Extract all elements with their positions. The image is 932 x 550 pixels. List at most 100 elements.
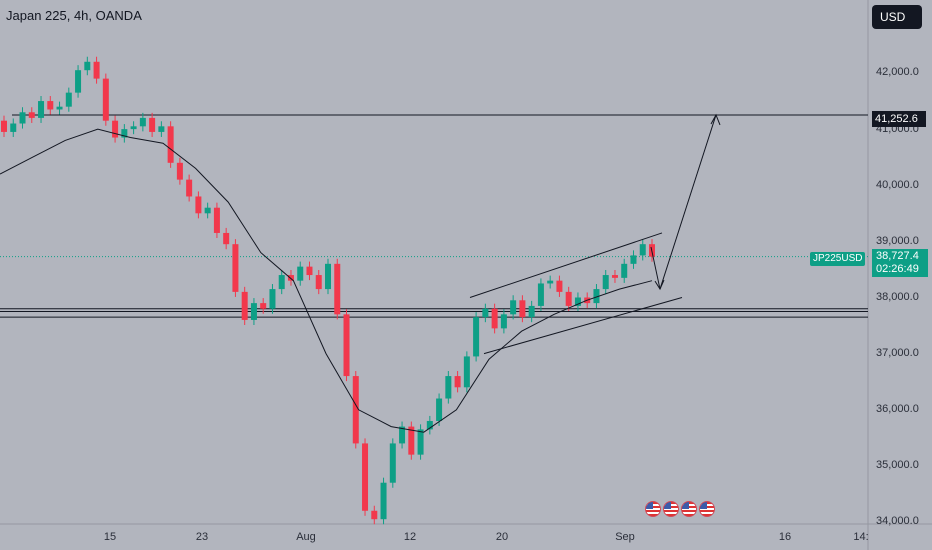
bullish-candle bbox=[250, 303, 257, 320]
bullish-candle bbox=[65, 92, 72, 107]
economic-events bbox=[645, 501, 715, 517]
x-tick-label: 12 bbox=[403, 531, 417, 543]
bullish-candle bbox=[130, 126, 137, 130]
bar-countdown: 02:26:49 bbox=[876, 263, 919, 275]
bearish-candle bbox=[352, 376, 359, 444]
us-flag-icon[interactable] bbox=[681, 501, 697, 517]
bullish-candle bbox=[630, 255, 637, 264]
bullish-candle bbox=[389, 443, 396, 483]
bearish-candle bbox=[167, 126, 174, 163]
us-flag-icon[interactable] bbox=[699, 501, 715, 517]
symbol-tag: JP225USD bbox=[810, 252, 866, 266]
bullish-candle bbox=[325, 263, 331, 290]
bullish-candle bbox=[602, 275, 609, 290]
bullish-candle bbox=[75, 70, 82, 93]
bullish-candle bbox=[84, 61, 91, 71]
projection-arrow-down bbox=[650, 246, 661, 290]
currency-button[interactable]: USD bbox=[872, 5, 922, 29]
bullish-candle bbox=[139, 117, 146, 127]
bullish-candle bbox=[510, 300, 517, 315]
bullish-candle bbox=[269, 289, 276, 309]
bearish-candle bbox=[186, 179, 193, 197]
x-tick-label: 20 bbox=[495, 531, 509, 543]
bearish-candle bbox=[213, 207, 220, 233]
bearish-candle bbox=[93, 61, 100, 79]
bullish-candle bbox=[500, 314, 507, 329]
bearish-candle bbox=[315, 275, 322, 290]
x-tick-label: 14: bbox=[853, 531, 869, 543]
moving-average-line bbox=[0, 128, 653, 433]
bearish-candle bbox=[176, 162, 183, 180]
last-price-tag: 38,727.4 02:26:49 bbox=[872, 249, 928, 277]
x-tick-label: Aug bbox=[296, 531, 316, 543]
bearish-candle bbox=[28, 112, 35, 118]
bearish-candle bbox=[611, 275, 618, 278]
bullish-candle bbox=[278, 275, 285, 290]
bullish-candle bbox=[399, 426, 406, 444]
bearish-candle bbox=[343, 314, 350, 377]
bearish-candle bbox=[1, 120, 7, 132]
bearish-candle bbox=[491, 308, 498, 329]
bullish-candle bbox=[463, 356, 470, 388]
bearish-candle bbox=[102, 78, 109, 121]
bearish-candle bbox=[223, 232, 230, 245]
x-tick-label: Sep bbox=[615, 531, 635, 543]
channel-lower-line bbox=[483, 297, 683, 355]
y-tick-label: 39,000.0 bbox=[876, 235, 919, 247]
y-tick-label: 35,000.0 bbox=[876, 459, 919, 471]
bullish-candle bbox=[639, 244, 646, 256]
bullish-candle bbox=[19, 112, 26, 124]
bullish-candle bbox=[473, 317, 480, 357]
bearish-candle bbox=[306, 266, 313, 276]
projection-arrow-up bbox=[659, 114, 717, 290]
bullish-candle bbox=[445, 376, 452, 399]
bearish-candle bbox=[519, 300, 526, 318]
channel-upper-line bbox=[469, 232, 663, 298]
bullish-candle bbox=[528, 305, 535, 318]
bearish-candle bbox=[241, 291, 248, 320]
bullish-candle bbox=[574, 297, 581, 306]
chart-title: Japan 225, 4h, OANDA bbox=[6, 8, 142, 23]
bullish-candle bbox=[121, 129, 128, 138]
y-tick-label: 38,000.0 bbox=[876, 291, 919, 303]
bearish-candle bbox=[149, 117, 156, 132]
bullish-candle bbox=[297, 266, 304, 281]
bullish-candle bbox=[158, 126, 165, 132]
bearish-candle bbox=[362, 443, 369, 511]
y-tick-label: 34,000.0 bbox=[876, 515, 919, 527]
bearish-candle bbox=[47, 101, 54, 110]
y-tick-label: 40,000.0 bbox=[876, 179, 919, 191]
bearish-candle bbox=[371, 510, 378, 520]
bullish-candle bbox=[38, 101, 45, 118]
bearish-candle bbox=[454, 376, 461, 388]
bullish-candle bbox=[204, 207, 211, 214]
y-tick-label: 36,000.0 bbox=[876, 403, 919, 415]
bearish-candle bbox=[408, 426, 415, 455]
target-price-tag: 41,252.6 bbox=[872, 111, 926, 127]
x-tick-label: 23 bbox=[195, 531, 209, 543]
bullish-candle bbox=[593, 289, 600, 304]
us-flag-icon[interactable] bbox=[663, 501, 679, 517]
bullish-candle bbox=[380, 482, 387, 520]
bearish-candle bbox=[232, 244, 239, 292]
bearish-candle bbox=[287, 275, 294, 281]
bullish-candle bbox=[482, 308, 489, 318]
bearish-candle bbox=[195, 196, 202, 214]
bearish-candle bbox=[556, 280, 563, 292]
us-flag-icon[interactable] bbox=[645, 501, 661, 517]
x-tick-label: 16 bbox=[778, 531, 792, 543]
bullish-candle bbox=[537, 283, 544, 306]
arrowhead-icon bbox=[710, 113, 721, 126]
x-tick-label: 15 bbox=[103, 531, 117, 543]
bearish-candle bbox=[334, 263, 341, 315]
bullish-candle bbox=[426, 420, 433, 430]
bearish-candle bbox=[112, 120, 119, 138]
y-tick-label: 42,000.0 bbox=[876, 66, 919, 78]
bullish-candle bbox=[621, 263, 628, 278]
bullish-candle bbox=[56, 106, 63, 110]
bullish-candle bbox=[547, 280, 554, 284]
arrowhead-icon bbox=[654, 279, 665, 291]
y-tick-label: 37,000.0 bbox=[876, 347, 919, 359]
